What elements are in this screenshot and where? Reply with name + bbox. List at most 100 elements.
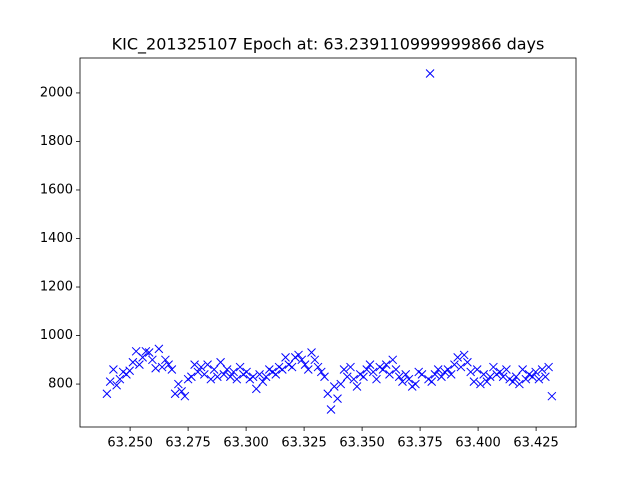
point — [193, 367, 203, 377]
point — [144, 348, 154, 357]
point — [472, 365, 482, 374]
point — [287, 362, 297, 372]
point-stroke — [161, 355, 170, 365]
point — [102, 389, 112, 399]
point-stroke — [378, 365, 388, 374]
point — [164, 360, 173, 370]
point-stroke — [154, 344, 164, 354]
point — [225, 372, 235, 382]
point-stroke — [281, 353, 290, 362]
point-stroke — [459, 350, 469, 360]
point-stroke — [320, 372, 329, 382]
point — [495, 367, 505, 377]
point-stroke — [388, 355, 398, 365]
point-stroke — [391, 365, 401, 374]
point-stroke — [502, 365, 511, 374]
point-stroke — [294, 350, 303, 360]
point-stroke — [187, 372, 196, 382]
point-stroke — [508, 377, 518, 386]
point-stroke — [433, 365, 443, 374]
point — [323, 389, 333, 399]
point — [446, 370, 456, 379]
point — [401, 370, 411, 379]
point — [469, 377, 479, 386]
point-stroke — [544, 362, 553, 372]
point-stroke — [180, 391, 190, 401]
point — [313, 362, 323, 372]
point-stroke — [534, 374, 544, 384]
point-stroke — [297, 355, 307, 365]
point — [388, 355, 398, 365]
point-stroke — [232, 374, 242, 384]
point-stroke — [485, 372, 495, 382]
point-stroke — [209, 365, 219, 374]
point — [466, 367, 476, 377]
x-tick-label: 63.425 — [513, 436, 559, 451]
point — [508, 377, 518, 386]
point — [372, 374, 381, 384]
point-stroke — [443, 365, 453, 374]
point-stroke — [469, 377, 479, 386]
point-stroke — [307, 348, 316, 357]
point-stroke — [333, 394, 342, 403]
point — [489, 362, 498, 372]
point-stroke — [342, 372, 352, 382]
point — [216, 357, 225, 367]
point-stroke — [102, 389, 112, 399]
point — [394, 372, 404, 382]
point — [378, 365, 388, 374]
point — [196, 362, 206, 372]
point-stroke — [170, 389, 180, 399]
point-stroke — [446, 370, 456, 379]
point — [336, 379, 346, 389]
point-stroke — [482, 377, 492, 386]
point-stroke — [164, 360, 173, 370]
point — [232, 374, 242, 384]
point — [521, 374, 531, 384]
x-tick-label: 63.400 — [455, 436, 501, 451]
point-stroke — [359, 372, 368, 382]
point — [248, 372, 258, 382]
point — [229, 367, 238, 377]
point — [128, 357, 138, 367]
point — [222, 365, 232, 374]
point — [297, 355, 307, 365]
point — [511, 372, 521, 382]
point-stroke — [463, 357, 472, 367]
point-stroke — [248, 372, 258, 382]
point — [307, 348, 316, 357]
point — [109, 365, 118, 374]
point — [242, 367, 251, 377]
point — [476, 379, 485, 389]
point — [333, 394, 342, 403]
point — [385, 370, 394, 379]
point — [427, 377, 437, 386]
point — [300, 360, 310, 370]
point-stroke — [424, 374, 433, 384]
point — [349, 374, 359, 384]
y-tick-label: 1000 — [40, 328, 73, 343]
point-stroke — [521, 374, 531, 384]
point-stroke — [222, 365, 232, 374]
point-stroke — [258, 377, 268, 386]
point — [310, 355, 320, 365]
point-stroke — [404, 374, 414, 384]
point-stroke — [148, 355, 157, 365]
point-stroke — [518, 365, 527, 374]
plot-frame — [79, 57, 577, 428]
point — [303, 365, 313, 374]
point — [187, 372, 196, 382]
point — [541, 372, 550, 382]
point — [498, 372, 508, 382]
point-stroke — [476, 379, 485, 389]
point-stroke — [167, 365, 177, 374]
point-stroke — [190, 360, 199, 370]
point-stroke — [115, 374, 125, 384]
point-stroke — [271, 370, 281, 379]
point-stroke — [251, 384, 261, 394]
point — [534, 374, 544, 384]
point — [342, 372, 352, 382]
point-stroke — [157, 362, 167, 372]
point — [515, 379, 524, 389]
